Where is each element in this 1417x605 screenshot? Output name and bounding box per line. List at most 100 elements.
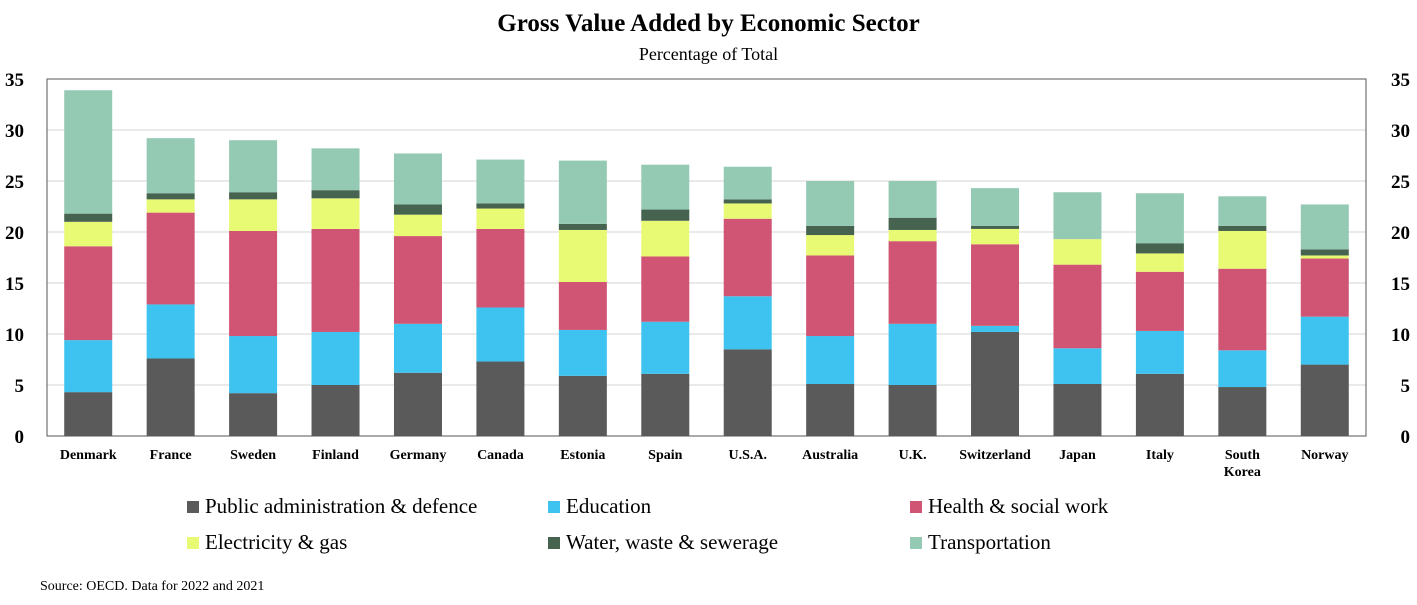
legend-item: Health & social work [910,494,1108,519]
bar-segment [558,160,607,224]
bar-segment [888,229,937,242]
bar-segment [1300,316,1349,365]
y-tick-label-right: 15 [1391,274,1410,295]
bar-segment [1135,193,1184,244]
legend-label: Transportation [928,530,1051,554]
y-tick-label-left: 35 [5,70,24,91]
chart-title: Gross Value Added by Economic Sector [497,10,920,37]
bar-segment [1218,268,1267,351]
bar-segment [1300,204,1349,250]
bar-segment [806,181,855,226]
y-tick-label-left: 5 [15,376,25,397]
bar-segment [146,358,195,436]
legend-item: Electricity & gas [187,530,347,555]
bar-segment [311,198,360,229]
source-note: Source: OECD. Data for 2022 and 2021 [40,579,265,594]
legend-label: Health & social work [928,494,1109,518]
bar-segment [311,148,360,191]
y-tick-label-left: 10 [5,325,24,346]
x-tick-label: Norway [1301,448,1348,463]
y-tick-label-left: 25 [5,172,24,193]
bar-segment [311,385,360,436]
x-tick-label: U.K. [899,448,927,463]
legend-item: Water, waste & sewerage [548,530,778,555]
bar-segment [476,203,525,209]
bar-segment [971,188,1020,226]
bar-segment [888,181,937,218]
bar-segment [393,204,442,215]
x-tick-label: U.S.A. [728,448,767,463]
y-tick-label-right: 5 [1401,376,1411,397]
bar-segment [1135,253,1184,272]
bar-segment [1135,243,1184,254]
legend-swatch [187,536,199,549]
bar-segment [476,228,525,308]
y-tick-label-left: 15 [5,274,24,295]
bar-segment [393,323,442,373]
y-tick-label-left: 20 [5,223,24,244]
bars [64,90,1349,436]
x-tick-label: Denmark [60,448,117,463]
legend-item: Transportation [910,530,1051,555]
bar-segment [229,192,278,200]
bar-segment [476,159,525,204]
bar-segment [723,166,772,200]
bar-segment [146,193,195,200]
bar-segment [229,336,278,394]
y-tick-label-left: 30 [5,121,24,142]
bar-segment [1300,258,1349,317]
stacked-bar-chart: 0 5 10 15 20 25 30 35 0 5 10 15 20 25 30 35 Denmark Fra… [5,70,1411,480]
bar-segment [806,383,855,436]
bar-segment [146,199,195,213]
bar-segment [806,336,855,384]
y-tick-label-right: 0 [1401,427,1411,448]
bar-segment [558,375,607,436]
bar-segment [476,307,525,362]
legend: Public administration & defence Education… [0,494,1417,564]
bar-segment [723,203,772,219]
bar-segment [64,221,113,247]
bar-segment [971,244,1020,326]
x-tick-label: Korea [1224,465,1261,480]
bar-segment [806,225,855,236]
bar-segment [723,218,772,297]
x-tick-label: France [150,448,192,463]
bar-segment [1300,249,1349,256]
bar-segment [64,392,113,436]
legend-swatch [548,500,560,513]
bar-segment [311,331,360,385]
bar-segment [64,246,113,341]
bar-segment [64,213,113,222]
bar-segment [558,223,607,230]
bar-segment [1218,230,1267,269]
bar-segment [641,373,690,436]
bar-segment [888,385,937,436]
bar-segment [641,321,690,374]
bar-segment [311,228,360,332]
legend-item: Education [548,494,651,519]
bar-segment [641,164,690,210]
bar-segment [888,217,937,230]
legend-swatch [910,536,922,549]
bar-segment [888,241,937,324]
plot-frame [46,78,1367,437]
bar-segment [229,140,278,193]
x-tick-label: Spain [648,448,682,463]
bar-segment [1300,364,1349,436]
chart-subtitle: Percentage of Total [638,44,779,64]
bar-segment [393,372,442,436]
bar-segment [558,229,607,282]
bar-segment [1135,330,1184,374]
legend-swatch [548,536,560,549]
bar-segment [146,212,195,305]
y-tick-label-right: 10 [1391,325,1410,346]
legend-label: Education [566,494,652,518]
legend-swatch [187,500,199,513]
x-tick-label: Japan [1059,448,1096,463]
x-tick-label: Germany [390,448,447,463]
bar-segment [971,331,1020,436]
x-tick-label: Canada [477,448,524,463]
legend-swatch [910,500,922,513]
bar-segment [229,393,278,436]
bar-segment [723,349,772,436]
